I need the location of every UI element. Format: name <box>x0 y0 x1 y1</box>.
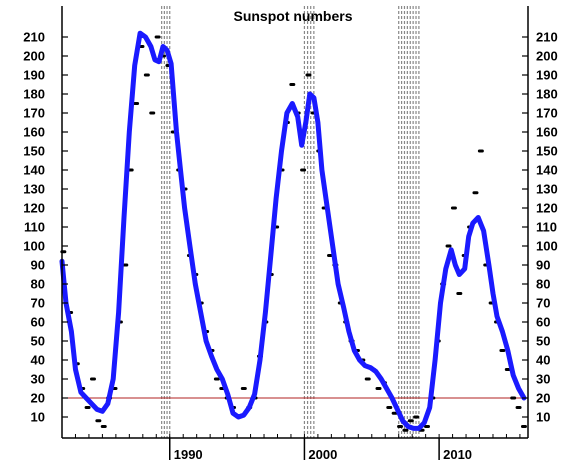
tick-labels: 10 10 20 20 30 30 40 40 50 50 60 60 70 70 80 80 90 90 100 1… <box>23 30 557 463</box>
y-tick-label-left: 110 <box>24 220 45 235</box>
y-tick-label-left: 160 <box>23 125 45 140</box>
monthly-point <box>515 406 522 409</box>
y-tick-label-right: 80 <box>536 277 550 292</box>
y-tick-label-right: 120 <box>536 201 558 216</box>
y-tick-label-left: 130 <box>23 182 45 197</box>
y-tick-label-left: 100 <box>23 239 45 254</box>
monthly-point <box>520 425 527 428</box>
y-tick-label-right: 90 <box>536 258 550 273</box>
y-tick-label-left: 150 <box>23 144 45 159</box>
y-tick-label-right: 140 <box>536 163 558 178</box>
monthly-point <box>423 425 430 428</box>
monthly-point <box>143 73 150 77</box>
y-tick-label-right: 60 <box>536 315 550 330</box>
y-tick-label-left: 70 <box>31 296 45 311</box>
y-tick-label-left: 40 <box>31 353 45 368</box>
y-tick-label-left: 140 <box>23 163 45 178</box>
y-tick-label-right: 190 <box>536 68 558 83</box>
y-tick-label-left: 180 <box>23 87 45 102</box>
monthly-point <box>89 377 96 381</box>
y-tick-label-right: 130 <box>536 182 558 197</box>
y-tick-label-right: 100 <box>536 239 558 254</box>
x-tick-label: 1990 <box>174 447 203 462</box>
y-tick-label-right: 10 <box>536 410 550 425</box>
y-tick-label-left: 60 <box>31 315 45 330</box>
y-tick-label-left: 10 <box>31 410 45 425</box>
y-tick-label-right: 40 <box>536 353 550 368</box>
x-tick-label: 2010 <box>443 447 472 462</box>
y-tick-label-left: 20 <box>31 391 45 406</box>
monthly-point <box>413 415 420 419</box>
y-tick-label-left: 90 <box>31 258 45 273</box>
monthly-point <box>445 244 452 248</box>
monthly-point <box>477 149 484 153</box>
monthly-point <box>472 191 479 195</box>
monthly-point <box>60 250 67 254</box>
monthly-point <box>386 406 393 409</box>
y-tick-label-left: 50 <box>31 334 45 349</box>
monthly-point <box>154 35 161 39</box>
y-tick-label-right: 70 <box>536 296 550 311</box>
y-tick-label-right: 210 <box>536 30 558 45</box>
y-tick-label-left: 200 <box>23 49 45 64</box>
y-tick-label-right: 150 <box>536 144 558 159</box>
y-tick-label-right: 50 <box>536 334 550 349</box>
y-tick-label-left: 120 <box>23 201 45 216</box>
monthly-point <box>364 377 371 381</box>
chart-title: Sunspot numbers <box>233 8 352 24</box>
monthly-point <box>510 396 517 400</box>
monthly-point <box>240 387 247 390</box>
y-tick-label-right: 30 <box>536 372 550 387</box>
y-tick-label-right: 110 <box>536 220 557 235</box>
monthly-point <box>133 102 140 105</box>
y-tick-label-left: 80 <box>31 277 45 292</box>
monthly-point <box>149 111 156 115</box>
monthly-point <box>300 168 307 172</box>
monthly-point <box>95 419 102 423</box>
y-tick-label-left: 170 <box>23 106 45 121</box>
x-tick-label: 2000 <box>308 447 337 462</box>
axes <box>61 6 529 460</box>
y-tick-label-right: 160 <box>536 125 558 140</box>
monthly-point <box>213 377 220 381</box>
y-tick-label-left: 190 <box>23 68 45 83</box>
monthly-point <box>84 406 91 409</box>
monthly-point <box>402 428 409 432</box>
monthly-point <box>456 292 463 295</box>
y-tick-label-right: 200 <box>536 49 558 64</box>
monthly-point <box>499 349 506 352</box>
monthly-point <box>289 83 296 86</box>
monthly-point <box>407 419 414 423</box>
smoothed-series-line <box>59 30 527 431</box>
y-tick-label-right: 180 <box>536 87 558 102</box>
monthly-point <box>375 387 382 390</box>
y-tick-label-left: 30 <box>31 372 45 387</box>
monthly-point <box>450 206 457 210</box>
shaded-periods <box>161 6 420 438</box>
y-tick-label-right: 20 <box>536 391 550 406</box>
monthly-point <box>100 425 107 428</box>
monthly-point <box>305 73 312 77</box>
monthly-point <box>397 425 404 428</box>
y-tick-label-right: 170 <box>536 106 558 121</box>
y-tick-label-left: 210 <box>23 30 45 45</box>
